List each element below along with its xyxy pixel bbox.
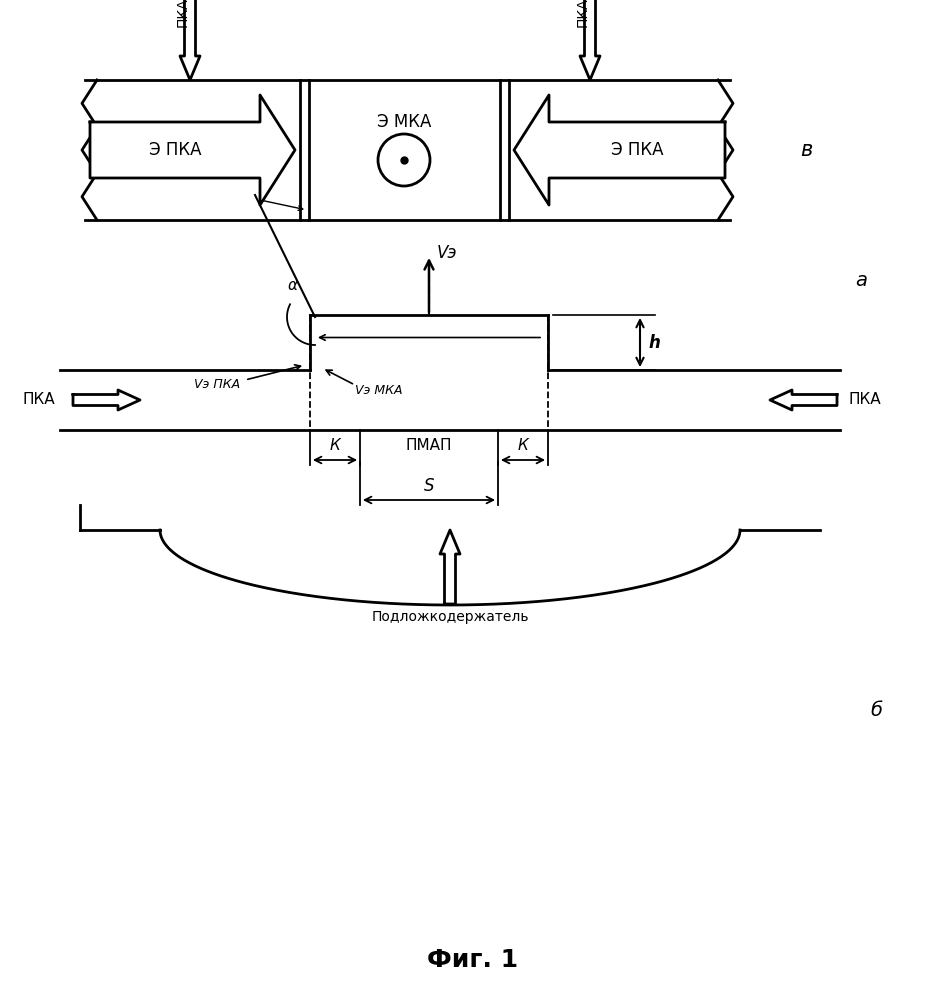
- Polygon shape: [73, 390, 140, 410]
- Text: Vэ: Vэ: [437, 244, 457, 262]
- Text: Фиг. 1: Фиг. 1: [427, 948, 519, 972]
- Text: Vэ МКА: Vэ МКА: [355, 383, 402, 396]
- Polygon shape: [770, 390, 837, 410]
- Text: ПКА: ПКА: [576, 0, 590, 27]
- Text: Э МКА: Э МКА: [377, 113, 431, 131]
- Polygon shape: [180, 0, 200, 80]
- Text: Подложкодержатель: Подложкодержатель: [371, 610, 528, 624]
- Text: h: h: [648, 334, 660, 352]
- Text: ПМАП: ПМАП: [405, 438, 453, 454]
- Circle shape: [378, 134, 430, 186]
- Text: Э ПКА: Э ПКА: [149, 141, 202, 159]
- Text: К: К: [518, 438, 528, 454]
- Polygon shape: [440, 530, 460, 604]
- Text: Э ПКА: Э ПКА: [611, 141, 663, 159]
- Text: К: К: [330, 438, 340, 454]
- Polygon shape: [580, 0, 600, 80]
- Text: ПКА: ПКА: [23, 392, 55, 408]
- Text: ПКА: ПКА: [848, 392, 881, 408]
- Text: в: в: [800, 140, 813, 160]
- Text: Vэ ПКА: Vэ ПКА: [194, 378, 240, 391]
- Text: ПКА: ПКА: [176, 0, 190, 27]
- Text: а: а: [855, 270, 867, 290]
- Text: S: S: [423, 477, 435, 495]
- Polygon shape: [514, 95, 725, 205]
- Polygon shape: [90, 95, 295, 205]
- Text: б: б: [870, 700, 882, 720]
- Text: α: α: [288, 277, 298, 292]
